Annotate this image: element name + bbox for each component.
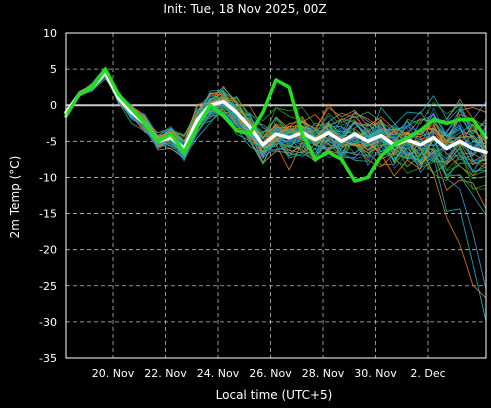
y-tick-label: 5 [50,63,57,76]
y-tick-label: 0 [50,99,57,112]
y-tick-label: -10 [39,171,57,184]
x-tick-label: 24. Nov [197,367,240,380]
ensemble-member-line [65,75,487,174]
x-tick-label: 26. Nov [249,367,292,380]
x-axis-label: Local time (UTC+5) [216,388,333,402]
x-tick-label: 28. Nov [302,367,345,380]
axis-layer: 10 5 0 -5 -10 -15 -20 -25 -30 -35 20. Nov 22. Nov 24… [39,27,487,380]
y-tick-label: -30 [39,316,57,329]
y-tick-label: -15 [39,208,57,221]
y-axis-label: 2m Temp (°C) [8,156,22,239]
x-tick-label: 2. Dec [410,367,445,380]
x-tick-label: 20. Nov [92,367,135,380]
main-series-layer [64,67,488,183]
ensemble-member-line [65,75,487,164]
y-tick-label: -5 [46,135,57,148]
control-series-line [64,67,488,183]
y-tick-label: -25 [39,280,57,293]
chart-title: Init: Tue, 18 Nov 2025, 00Z [163,2,326,16]
y-tick-label: 10 [43,27,57,40]
x-tick-label: 22. Nov [144,367,187,380]
grid-layer [66,33,486,358]
plot-frame [65,32,487,359]
y-tick-label: -20 [39,244,57,257]
x-tick-label: 30. Nov [354,367,397,380]
y-tick-label: -35 [39,352,57,365]
